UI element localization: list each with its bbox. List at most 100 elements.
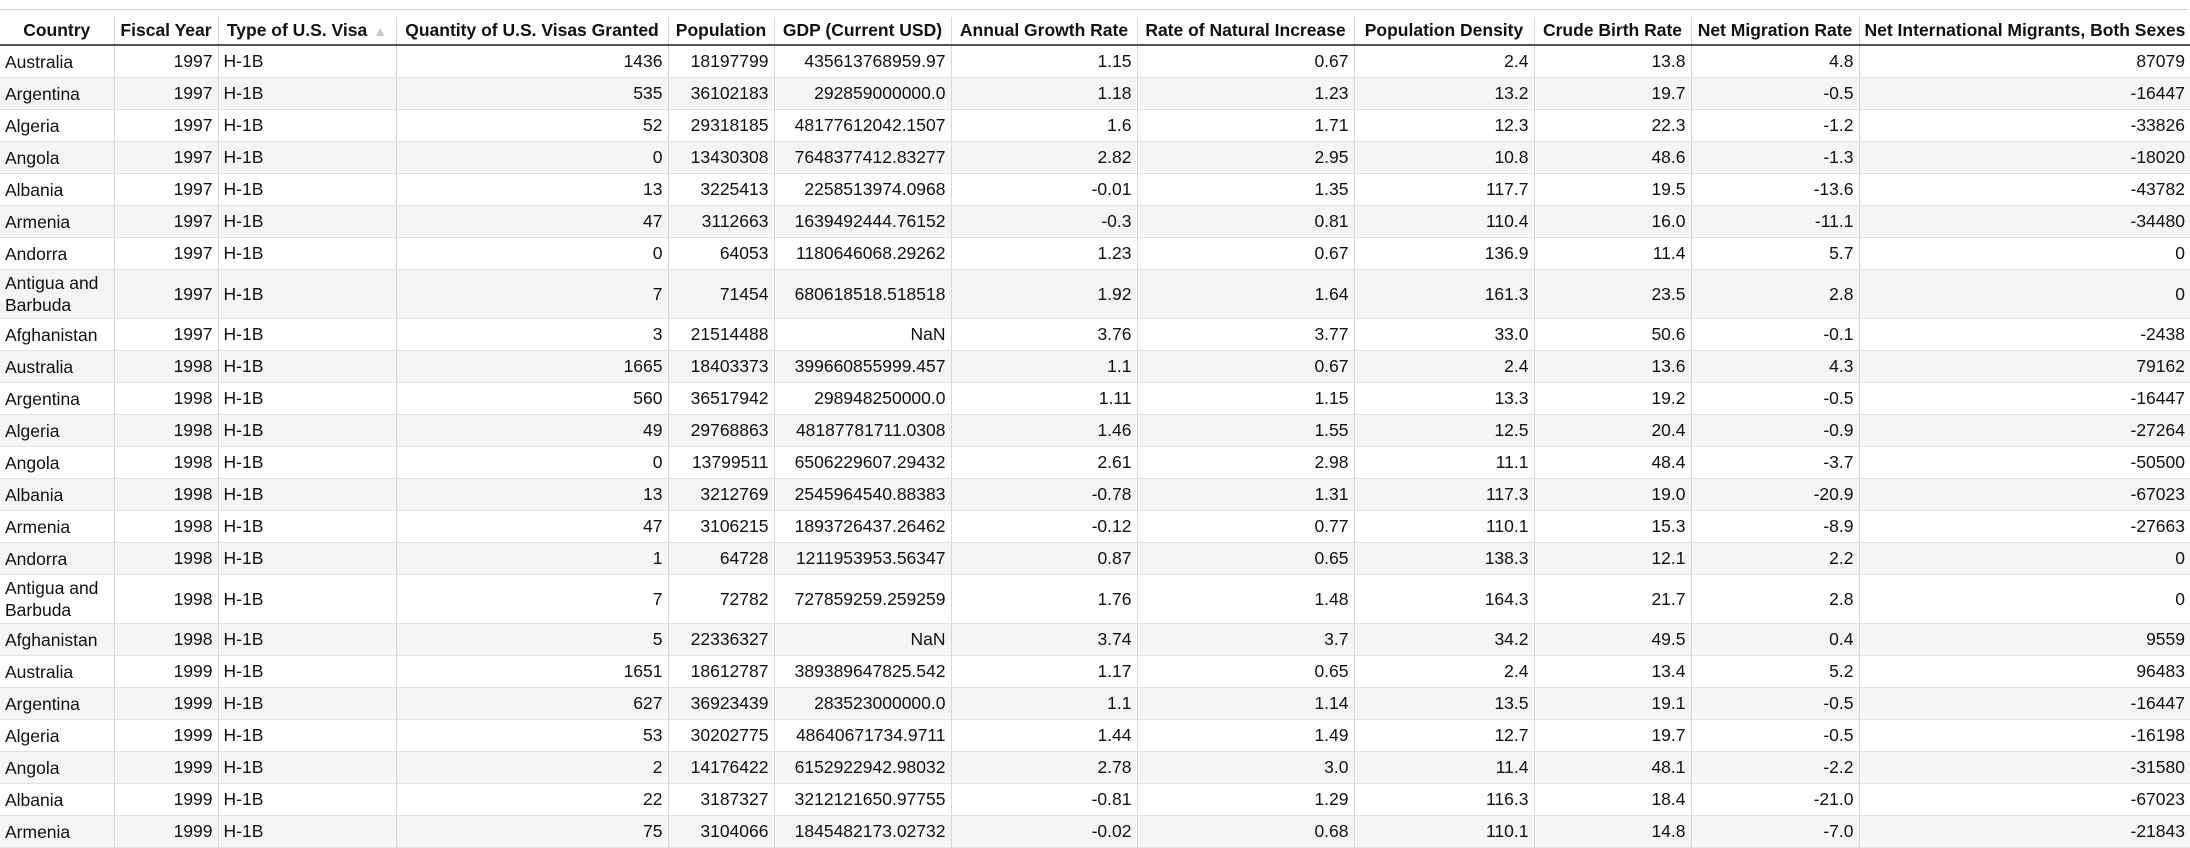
cell-population: 13799511 [667, 446, 774, 479]
cell-country: Australia [0, 655, 114, 688]
cell-rate-of-natural-increase: 1.35 [1136, 173, 1354, 206]
cell-fiscal-year: 1999 [113, 783, 218, 816]
table-row[interactable]: Albania 1997 H-1B 13 3225413 2258513974.0968-… [0, 173, 2190, 206]
cell-annual-growth-rate: 2.78 [950, 751, 1137, 784]
cell-quantity-of-u-s-visas-granted: 1665 [395, 350, 668, 383]
column-header-net-migration-rate[interactable]: Net Migration Rate [1690, 17, 1859, 46]
column-header-crude-birth-rate[interactable]: Crude Birth Rate [1533, 17, 1691, 46]
cell-crude-birth-rate: 19.7 [1533, 77, 1691, 110]
cell-gdp-current-usd: 1845482173.02732 [773, 815, 951, 848]
column-header-type-of-u-s-visa[interactable]: Type of U.S. Visa ▲ [217, 17, 396, 46]
cell-annual-growth-rate: -0.02 [950, 815, 1137, 848]
table-row[interactable]: Angola 1998 H-1B 0 13799511 6506229607.29432 2… [0, 446, 2190, 479]
table-row[interactable]: Antigua and Barbuda 1998 H-1B 7 72782 7278592… [0, 574, 2190, 624]
cell-type-of-u-s-visa: H-1B [217, 77, 396, 110]
cell-country: Argentina [0, 77, 114, 110]
cell-country: Armenia [0, 815, 114, 848]
cell-crude-birth-rate: 13.8 [1533, 45, 1691, 78]
table-row[interactable]: Algeria 1999 H-1B 53 30202775 48640671734.971… [0, 719, 2190, 752]
cell-net-migration-rate: -21.0 [1690, 783, 1859, 816]
cell-fiscal-year: 1998 [113, 382, 218, 415]
column-header-gdp-current-usd[interactable]: GDP (Current USD) [773, 17, 951, 46]
table-row[interactable]: Albania 1998 H-1B 13 3212769 2545964540.88383… [0, 478, 2190, 511]
cell-type-of-u-s-visa: H-1B [217, 655, 396, 688]
column-header-annual-growth-rate[interactable]: Annual Growth Rate [950, 17, 1137, 46]
cell-rate-of-natural-increase: 0.77 [1136, 510, 1354, 543]
cell-population: 13430308 [667, 141, 774, 174]
cell-fiscal-year: 1997 [113, 205, 218, 238]
cell-type-of-u-s-visa: H-1B [217, 815, 396, 848]
column-header-net-international-migrants-both-sexes[interactable]: Net International Migrants, Both Sexes [1858, 17, 2190, 46]
cell-gdp-current-usd: 48177612042.1507 [773, 109, 951, 142]
table-row[interactable]: Andorra 1997 H-1B 0 64053 1180646068.29262 1.2… [0, 237, 2190, 270]
cell-quantity-of-u-s-visas-granted: 0 [395, 141, 668, 174]
cell-country: Afghanistan [0, 318, 114, 351]
cell-country: Antigua and Barbuda [0, 574, 114, 624]
cell-type-of-u-s-visa: H-1B [217, 45, 396, 78]
cell-fiscal-year: 1997 [113, 45, 218, 78]
cell-gdp-current-usd: 48187781711.0308 [773, 414, 951, 447]
column-header-country[interactable]: Country [0, 17, 114, 46]
cell-net-international-migrants-both-sexes: -16198 [1858, 719, 2190, 752]
table-row[interactable]: Afghanistan 1998 H-1B 5 22336327 NaN 3.74 3.7 34… [0, 623, 2190, 656]
table-row[interactable]: Armenia 1998 H-1B 47 3106215 1893726437.26462… [0, 510, 2190, 543]
table-row[interactable]: Angola 1999 H-1B 2 14176422 6152922942.98032 2… [0, 751, 2190, 784]
cell-quantity-of-u-s-visas-granted: 53 [395, 719, 668, 752]
cell-type-of-u-s-visa: H-1B [217, 542, 396, 575]
cell-rate-of-natural-increase: 1.71 [1136, 109, 1354, 142]
cell-net-migration-rate: -1.2 [1690, 109, 1859, 142]
cell-net-international-migrants-both-sexes: -21843 [1858, 815, 2190, 848]
table-row[interactable]: Argentina 1998 H-1B 560 36517942 298948250000… [0, 382, 2190, 415]
cell-crude-birth-rate: 19.0 [1533, 478, 1691, 511]
table-row[interactable]: Algeria 1997 H-1B 52 29318185 48177612042.150… [0, 109, 2190, 142]
cell-annual-growth-rate: 1.1 [950, 687, 1137, 720]
table-row[interactable]: Argentina 1997 H-1B 535 36102183 292859000000… [0, 77, 2190, 110]
cell-gdp-current-usd: 2545964540.88383 [773, 478, 951, 511]
cell-population-density: 138.3 [1353, 542, 1534, 575]
cell-net-international-migrants-both-sexes: 0 [1858, 269, 2190, 319]
column-header-population-density[interactable]: Population Density [1353, 17, 1534, 46]
table-row[interactable]: Andorra 1998 H-1B 1 64728 1211953953.56347 0.8… [0, 542, 2190, 575]
cell-quantity-of-u-s-visas-granted: 627 [395, 687, 668, 720]
cell-country: Angola [0, 141, 114, 174]
cell-gdp-current-usd: 399660855999.457 [773, 350, 951, 383]
cell-gdp-current-usd: 292859000000.0 [773, 77, 951, 110]
table-row[interactable]: Australia 1997 H-1B 1436 18197799 43561376895… [0, 45, 2190, 78]
table-row[interactable]: Armenia 1999 H-1B 75 3104066 1845482173.02732… [0, 815, 2190, 848]
table-row[interactable]: Argentina 1999 H-1B 627 36923439 283523000000… [0, 687, 2190, 720]
cell-net-international-migrants-both-sexes: 0 [1858, 542, 2190, 575]
cell-population: 3225413 [667, 173, 774, 206]
cell-net-migration-rate: -2.2 [1690, 751, 1859, 784]
column-header-fiscal-year[interactable]: Fiscal Year [113, 17, 218, 46]
column-header-label: Population [675, 20, 767, 40]
cell-rate-of-natural-increase: 0.65 [1136, 655, 1354, 688]
cell-type-of-u-s-visa: H-1B [217, 205, 396, 238]
cell-gdp-current-usd: 1639492444.76152 [773, 205, 951, 238]
cell-annual-growth-rate: -0.01 [950, 173, 1137, 206]
table-row[interactable]: Albania 1999 H-1B 22 3187327 3212121650.97755… [0, 783, 2190, 816]
column-header-population[interactable]: Population [667, 17, 774, 46]
column-header-label: Rate of Natural Increase [1145, 20, 1346, 40]
table-row[interactable]: Angola 1997 H-1B 0 13430308 7648377412.83277 2… [0, 141, 2190, 174]
cell-gdp-current-usd: 7648377412.83277 [773, 141, 951, 174]
cell-population-density: 136.9 [1353, 237, 1534, 270]
cell-crude-birth-rate: 21.7 [1533, 574, 1691, 624]
cell-quantity-of-u-s-visas-granted: 47 [395, 205, 668, 238]
sort-ascending-icon[interactable]: ▲ [373, 23, 388, 39]
table-row[interactable]: Antigua and Barbuda 1997 H-1B 7 71454 6806185… [0, 269, 2190, 319]
cell-population-density: 11.1 [1353, 446, 1534, 479]
cell-net-international-migrants-both-sexes: -16447 [1858, 382, 2190, 415]
table-row[interactable]: Afghanistan 1997 H-1B 3 21514488 NaN 3.76 3.77 3… [0, 318, 2190, 351]
cell-country: Algeria [0, 414, 114, 447]
column-header-quantity-of-u-s-visas-granted[interactable]: Quantity of U.S. Visas Granted [395, 17, 668, 46]
table-row[interactable]: Algeria 1998 H-1B 49 29768863 48187781711.030… [0, 414, 2190, 447]
cell-gdp-current-usd: 6506229607.29432 [773, 446, 951, 479]
cell-rate-of-natural-increase: 1.48 [1136, 574, 1354, 624]
cell-country: Australia [0, 350, 114, 383]
column-header-rate-of-natural-increase[interactable]: Rate of Natural Increase [1136, 17, 1354, 46]
table-row[interactable]: Australia 1999 H-1B 1651 18612787 38938964782… [0, 655, 2190, 688]
table-row[interactable]: Australia 1998 H-1B 1665 18403373 39966085599… [0, 350, 2190, 383]
cell-country: Andorra [0, 237, 114, 270]
table-row[interactable]: Armenia 1997 H-1B 47 3112663 1639492444.76152… [0, 205, 2190, 238]
cell-fiscal-year: 1997 [113, 173, 218, 206]
